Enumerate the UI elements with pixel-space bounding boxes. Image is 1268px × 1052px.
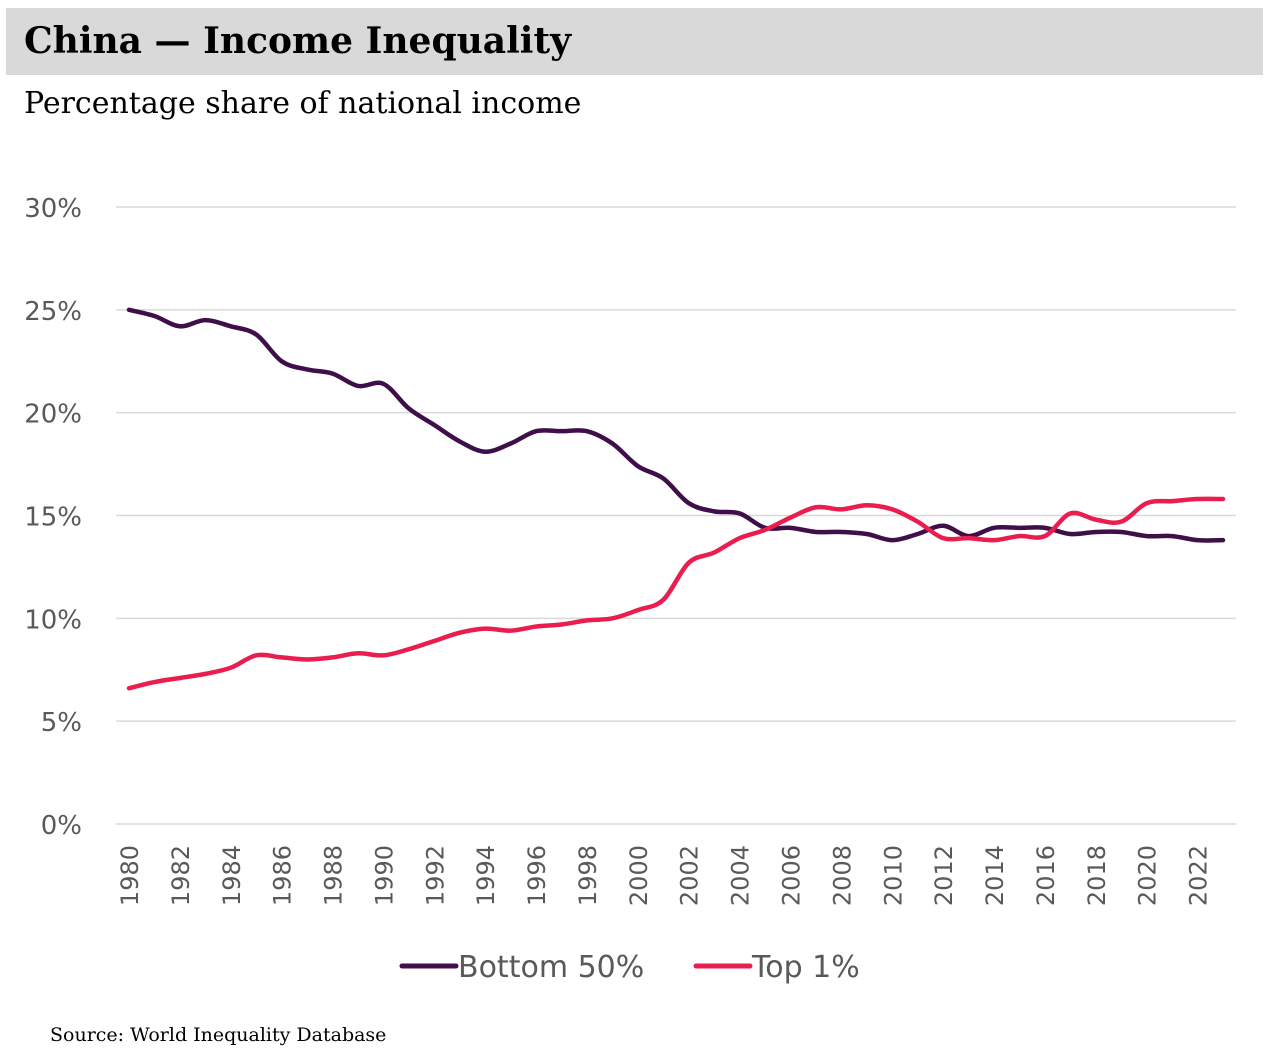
x-tick-label: 2000 xyxy=(625,845,653,906)
y-axis-ticks: 0% 5% 10% 15% 20% 25% 30% xyxy=(24,194,82,841)
series-lines xyxy=(126,307,1226,691)
x-tick-label: 2022 xyxy=(1185,845,1213,906)
x-tick-label: 2004 xyxy=(727,845,755,906)
series-line-top-1 xyxy=(126,496,1226,691)
x-tick-label: 2010 xyxy=(879,845,907,906)
y-tick-label: 25% xyxy=(24,297,82,327)
x-tick-label: 1986 xyxy=(269,845,297,906)
x-tick-label: 1992 xyxy=(421,845,449,906)
x-tick-label: 2018 xyxy=(1083,845,1111,906)
legend: Bottom 50% Top 1% xyxy=(399,950,860,985)
x-tick-label: 1982 xyxy=(167,845,195,906)
legend-label-top-1: Top 1% xyxy=(751,950,860,985)
y-tick-label: 0% xyxy=(41,811,82,841)
y-tick-label: 15% xyxy=(24,503,82,533)
x-tick-label: 2012 xyxy=(930,845,958,906)
x-tick-label: 1996 xyxy=(523,845,551,906)
series-line-bottom-50 xyxy=(126,307,1226,543)
x-tick-label: 1990 xyxy=(370,845,398,906)
y-tick-label: 5% xyxy=(41,708,82,738)
y-tick-label: 10% xyxy=(24,605,82,635)
gridlines xyxy=(116,206,1236,825)
x-tick-label: 2016 xyxy=(1032,845,1060,906)
y-tick-label: 20% xyxy=(24,400,82,430)
x-tick-label: 2006 xyxy=(777,845,805,906)
x-tick-label: 1984 xyxy=(218,845,246,906)
source-note: Source: World Inequality Database xyxy=(50,1024,387,1046)
chart-subtitle: Percentage share of national income xyxy=(24,86,582,121)
x-tick-label: 2020 xyxy=(1134,845,1162,906)
x-tick-label: 1994 xyxy=(472,845,500,906)
title-bar: China — Income Inequality xyxy=(6,8,1263,75)
chart-title: China — Income Inequality xyxy=(24,20,572,62)
x-tick-label: 2008 xyxy=(828,845,856,906)
x-tick-label: 1988 xyxy=(320,845,348,906)
x-tick-label: 2014 xyxy=(981,845,1009,906)
x-tick-label: 1998 xyxy=(574,845,602,906)
y-tick-label: 30% xyxy=(24,194,82,224)
x-axis-ticks: 1980 1982 1984 1986 1988 1990 1992 1994 1996 1998… xyxy=(116,845,1213,906)
legend-label-bottom-50: Bottom 50% xyxy=(458,950,644,985)
x-tick-label: 2002 xyxy=(676,845,704,906)
x-tick-label: 1980 xyxy=(116,845,144,906)
